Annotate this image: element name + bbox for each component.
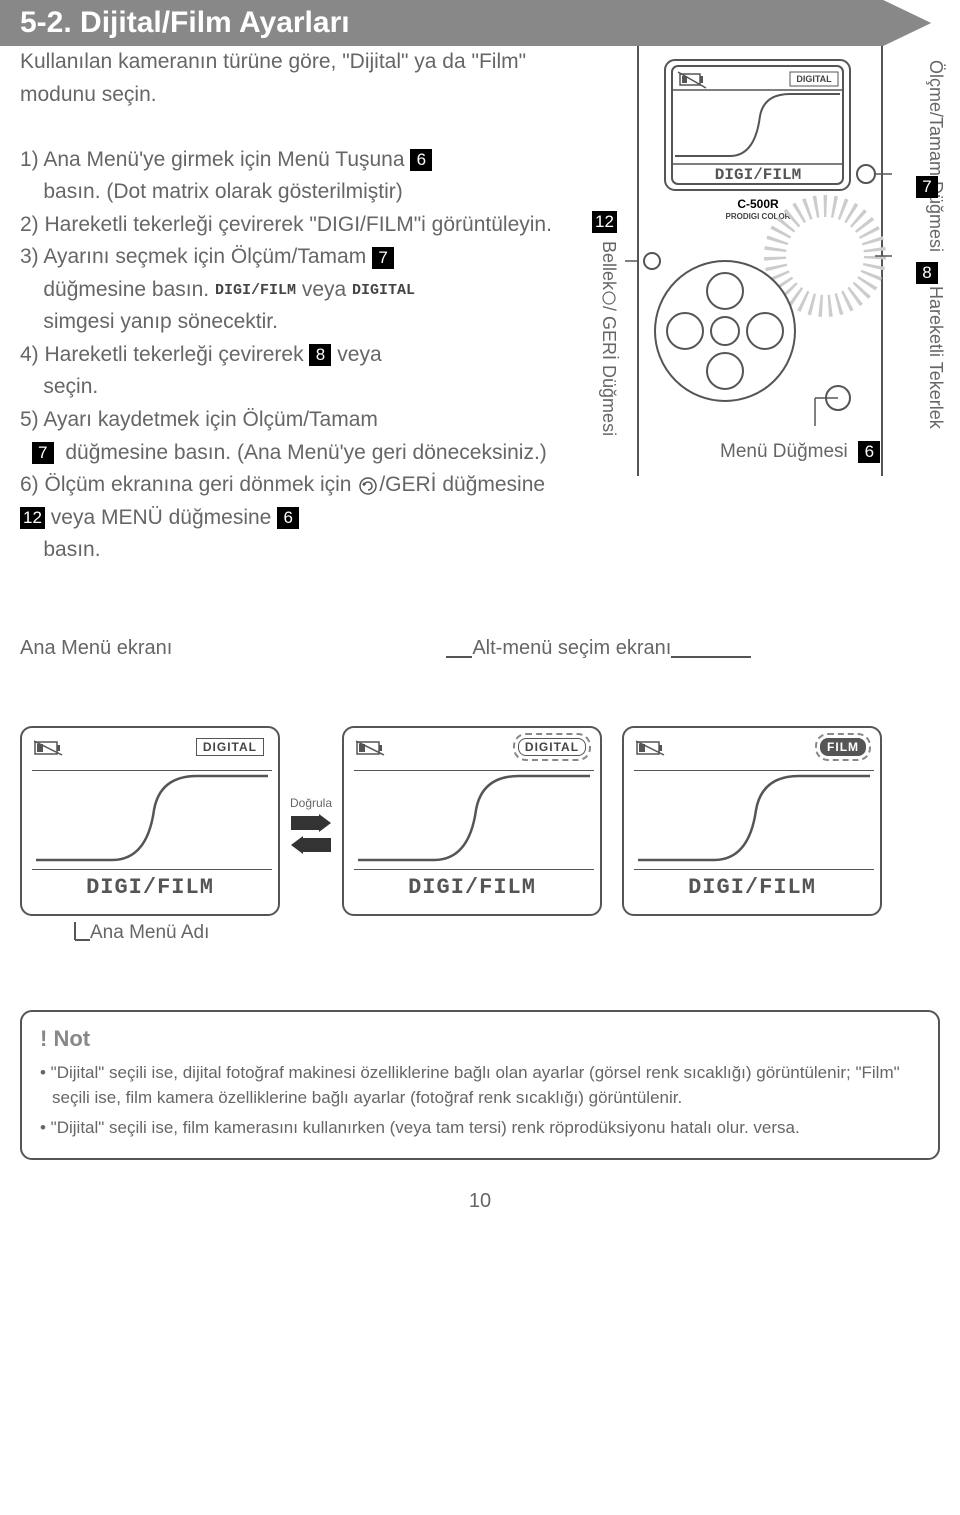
menu-button-label: Menü Düğmesi 6	[720, 441, 880, 463]
instructions-block: Kullanılan kameranın türüne göre, "Dijit…	[20, 46, 560, 567]
badge-7: 7	[32, 442, 54, 464]
note-title: ! Not	[40, 1026, 920, 1052]
badge-12: 12	[20, 507, 45, 529]
badge-7: 7	[916, 176, 938, 198]
section-header: 5-2. Dijital/Film Ayarları	[0, 0, 960, 46]
device-svg: DIGITAL DIGI/FILM C-500R PRODIGI COLOR	[620, 46, 900, 476]
jog-wheel-label: Hareketli Tekerlek	[925, 286, 946, 429]
battery-icon	[34, 740, 64, 756]
digital-badge: DIGITAL	[196, 738, 264, 756]
svg-text:C-500R: C-500R	[737, 197, 779, 211]
badge-7: 7	[372, 247, 394, 269]
battery-icon	[356, 740, 386, 756]
submenu-screen-film: FILM DIGI/FILM	[622, 726, 882, 916]
page-number: 10	[0, 1190, 960, 1233]
main-menu-screen-label: Ana Menü ekranı	[20, 637, 172, 660]
note-item-1: • "Dijital" seçili ise, dijital fotoğraf…	[40, 1060, 920, 1111]
note-box: ! Not • "Dijital" seçili ise, dijital fo…	[20, 1010, 940, 1161]
section-title: 5-2. Dijital/Film Ayarları	[20, 6, 350, 39]
svg-text:DIGI/FILM: DIGI/FILM	[715, 166, 801, 184]
badge-12: 12	[592, 211, 617, 233]
badge-6: 6	[858, 441, 880, 463]
device-diagram: Ölçme/Tamam Düğmesi 7 Hareketli Tekerlek…	[580, 46, 940, 567]
digifilm-text: DIGI/FILM	[624, 875, 880, 900]
intro-text: Kullanılan kameranın türüne göre, "Dijit…	[20, 46, 560, 111]
measure-button-label: Ölçme/Tamam Düğmesi	[925, 60, 946, 252]
main-menu-screen: DIGITAL DIGI/FILM	[20, 726, 280, 916]
note-item-2: • "Dijital" seçili ise, film kamerasını …	[40, 1115, 920, 1141]
badge-8: 8	[916, 262, 938, 284]
digital-badge-blinking: DIGITAL	[518, 738, 586, 756]
submenu-screen-digital: DIGITAL DIGI/FILM	[342, 726, 602, 916]
badge-8: 8	[309, 344, 331, 366]
badge-6: 6	[277, 507, 299, 529]
digifilm-text: DIGI/FILM	[22, 875, 278, 900]
digifilm-text: DIGI/FILM	[344, 875, 600, 900]
submenu-screen-label: Alt-menü seçim ekranı	[472, 637, 671, 660]
battery-icon	[636, 740, 666, 756]
svg-text:DIGITAL: DIGITAL	[796, 74, 832, 84]
main-menu-name-label: Ana Menü Adı	[20, 922, 280, 950]
memory-back-label: Bellek/ GERİ Düğmesi	[598, 241, 619, 436]
badge-6: 6	[410, 149, 432, 171]
film-badge-blinking: FILM	[820, 738, 866, 756]
